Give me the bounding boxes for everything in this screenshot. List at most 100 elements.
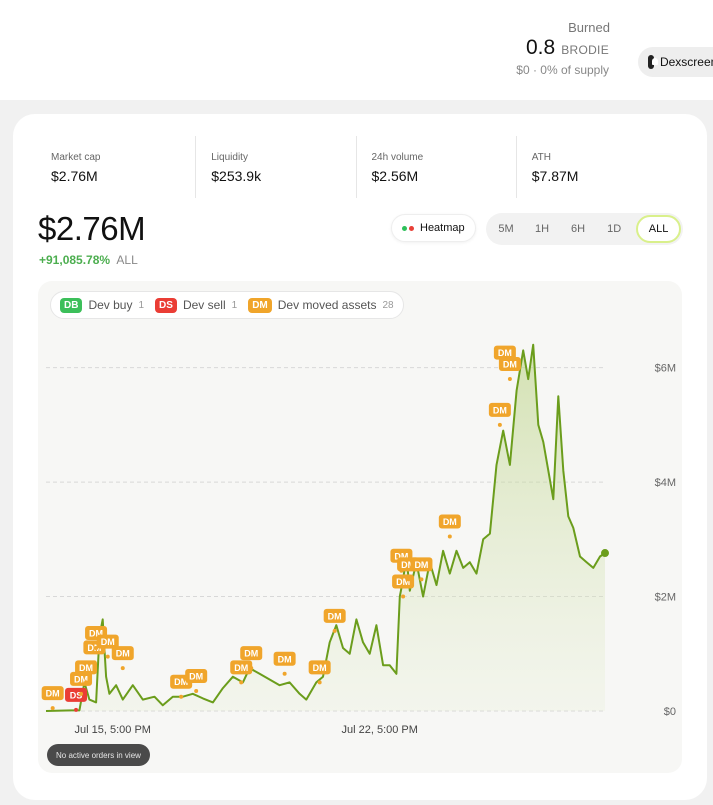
y-tick-label: $4M xyxy=(655,477,676,489)
legend-dev-buy[interactable]: DB Dev buy 1 xyxy=(60,297,145,313)
range-all-button[interactable]: ALL xyxy=(636,215,682,243)
price-chart[interactable]: $6M $4M $2M $0 Jul 15, 5:00 PM Jul 22, 5:00 P… xyxy=(38,281,682,773)
heatmap-icon xyxy=(402,225,414,231)
last-price-dot xyxy=(601,549,609,558)
y-tick-label: $2M xyxy=(655,592,676,604)
marker-anchor-dot xyxy=(74,707,79,712)
legend-count: 28 xyxy=(382,299,394,311)
marker-anchor-dot xyxy=(50,706,55,711)
marker-label: DS xyxy=(70,690,83,700)
legend-dev-moved-assets[interactable]: DM Dev moved assets 28 xyxy=(248,297,394,313)
price-line xyxy=(45,343,606,712)
marker-badge xyxy=(323,608,346,623)
legend-count: 1 xyxy=(231,299,238,311)
marker-anchor-dot xyxy=(249,666,254,671)
marker-label: DM xyxy=(401,560,415,570)
stat-value: $253.9k xyxy=(211,168,262,184)
marker-anchor-dot xyxy=(282,671,287,676)
marker-anchor-dot xyxy=(419,577,424,582)
marker-badge xyxy=(308,660,331,675)
legend-badge-ds: DS xyxy=(155,297,177,313)
legend-dev-sell[interactable]: DS Dev sell 1 xyxy=(155,297,238,313)
legend-badge-db: DB xyxy=(60,297,83,313)
marker-badge xyxy=(111,646,134,661)
range-1d-button[interactable]: 1D xyxy=(607,223,622,235)
heatmap-dot-red xyxy=(409,225,414,231)
marker-label: DM xyxy=(503,360,517,370)
burned-amount: 0.8 BRODIE xyxy=(526,36,609,60)
price-change-percent: +91,085.78% xyxy=(39,253,111,267)
dexscreener-icon xyxy=(648,55,658,69)
marker-badge xyxy=(493,345,516,360)
marker-label: DM xyxy=(278,654,292,664)
x-tick-label: Jul 22, 5:00 PM xyxy=(342,724,418,736)
heatmap-dot-green xyxy=(402,225,407,231)
time-range-selector: 5M 1H 6H 1D ALL xyxy=(486,213,683,245)
marker-badge xyxy=(438,514,461,529)
marker-anchor-dot xyxy=(447,534,452,539)
marker-anchor-dot xyxy=(179,694,184,699)
marker-label: DM xyxy=(174,677,188,687)
heatmap-label: Heatmap xyxy=(420,222,465,234)
legend-label: Dev buy xyxy=(88,298,133,312)
stat-label: 24h volume xyxy=(371,152,424,163)
y-tick-label: $6M xyxy=(655,363,676,375)
x-tick-label: Jul 15, 5:00 PM xyxy=(75,724,151,736)
marker-label: DM xyxy=(328,611,342,621)
stats-row: Market cap $2.76M Liquidity $253.9k 24h … xyxy=(36,136,676,198)
range-5m-button[interactable]: 5M xyxy=(498,223,514,235)
stat-market-cap: Market cap $2.76M xyxy=(36,136,195,198)
legend-count: 1 xyxy=(138,299,145,311)
marker-badge xyxy=(498,357,521,372)
marker-label: DM xyxy=(79,663,93,673)
price-chart-svg[interactable]: $6M $4M $2M $0 Jul 15, 5:00 PM Jul 22, 5:00 P… xyxy=(38,281,682,773)
dexscreener-label: Dexscreener xyxy=(659,55,713,69)
marker-anchor-dot xyxy=(94,646,99,651)
marker-label: DM xyxy=(493,405,507,415)
marker-anchor-dot xyxy=(84,680,89,685)
marker-label: DM xyxy=(498,348,512,358)
stat-label: Liquidity xyxy=(211,152,248,163)
range-1h-button[interactable]: 1H xyxy=(535,223,550,235)
marker-anchor-dot xyxy=(79,691,84,696)
stat-label: ATH xyxy=(531,152,552,163)
burned-value: 0.8 xyxy=(525,36,556,59)
stat-ath: ATH $7.87M xyxy=(515,136,676,198)
stat-value: $2.56M xyxy=(371,168,419,184)
marker-label: DM xyxy=(443,517,457,527)
burned-label: Burned xyxy=(568,20,610,35)
marker-anchor-dot xyxy=(332,628,337,633)
market-card: Market cap $2.76M Liquidity $253.9k 24h … xyxy=(13,114,707,800)
marker-badge xyxy=(488,402,511,417)
dexscreener-button[interactable]: Dexscreener xyxy=(638,47,713,77)
marker-anchor-dot xyxy=(401,594,406,599)
marker-label: DM xyxy=(244,649,258,659)
marker-anchor-dot xyxy=(194,688,199,693)
marker-label: DM xyxy=(46,689,60,699)
marker-badge xyxy=(65,687,88,702)
chart-legend: DB Dev buy 1 DS Dev sell 1 DM Dev moved … xyxy=(50,291,404,319)
marker-badge xyxy=(240,646,263,661)
marker-badge xyxy=(75,660,98,675)
y-tick-label: $0 xyxy=(664,706,676,718)
marker-label: DM xyxy=(89,629,103,639)
marker-badge xyxy=(410,557,433,572)
top-bar: Burned 0.8 BRODIE $0 · 0% of supply Dexs… xyxy=(0,0,713,100)
stat-liquidity: Liquidity $253.9k xyxy=(195,136,355,198)
burned-supply-text: $0 · 0% of supply xyxy=(516,63,609,77)
legend-badge-dm: DM xyxy=(248,297,272,313)
marker-label: DM xyxy=(101,637,115,647)
current-price: $2.76M xyxy=(38,210,146,247)
stat-value: $7.87M xyxy=(531,168,579,184)
legend-label: Dev moved assets xyxy=(277,298,377,312)
marker-anchor-dot xyxy=(105,654,110,659)
range-6h-button[interactable]: 6H xyxy=(571,223,586,235)
no-orders-indicator: No active orders in view xyxy=(47,744,150,766)
marker-badge xyxy=(41,686,64,701)
marker-label: DM xyxy=(74,674,88,684)
stat-value: $2.76M xyxy=(51,168,98,184)
marker-label: DM xyxy=(414,560,428,570)
heatmap-toggle-button[interactable]: Heatmap xyxy=(391,214,476,242)
marker-anchor-dot xyxy=(317,680,322,685)
marker-anchor-dot xyxy=(92,660,97,665)
